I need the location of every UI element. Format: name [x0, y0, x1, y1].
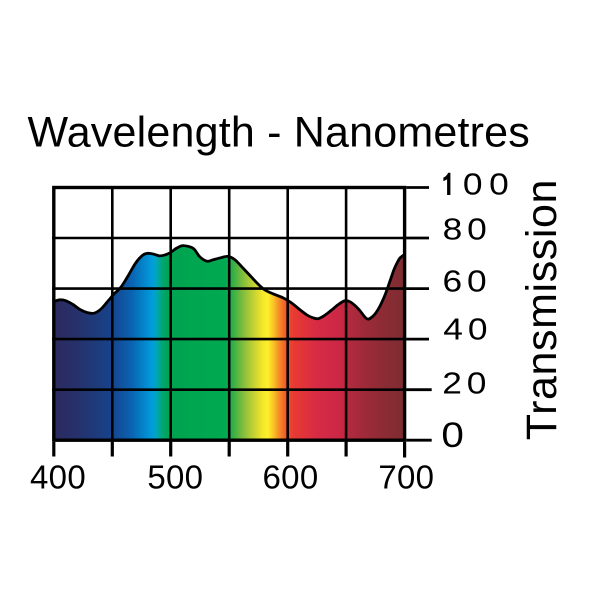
svg-text:Wavelength - Nanometres: Wavelength - Nanometres — [28, 109, 531, 157]
svg-text:40: 40 — [443, 312, 492, 347]
svg-text:20: 20 — [442, 366, 491, 401]
svg-text:600: 600 — [263, 459, 319, 496]
svg-text:0: 0 — [441, 416, 464, 455]
svg-text:00: 00 — [463, 167, 516, 202]
svg-text:60: 60 — [443, 264, 492, 299]
svg-text:Transmission: Transmission — [518, 179, 566, 440]
svg-text:400: 400 — [30, 459, 86, 496]
svg-text:700: 700 — [378, 459, 434, 496]
svg-text:80: 80 — [443, 213, 492, 248]
svg-text:500: 500 — [147, 459, 203, 496]
